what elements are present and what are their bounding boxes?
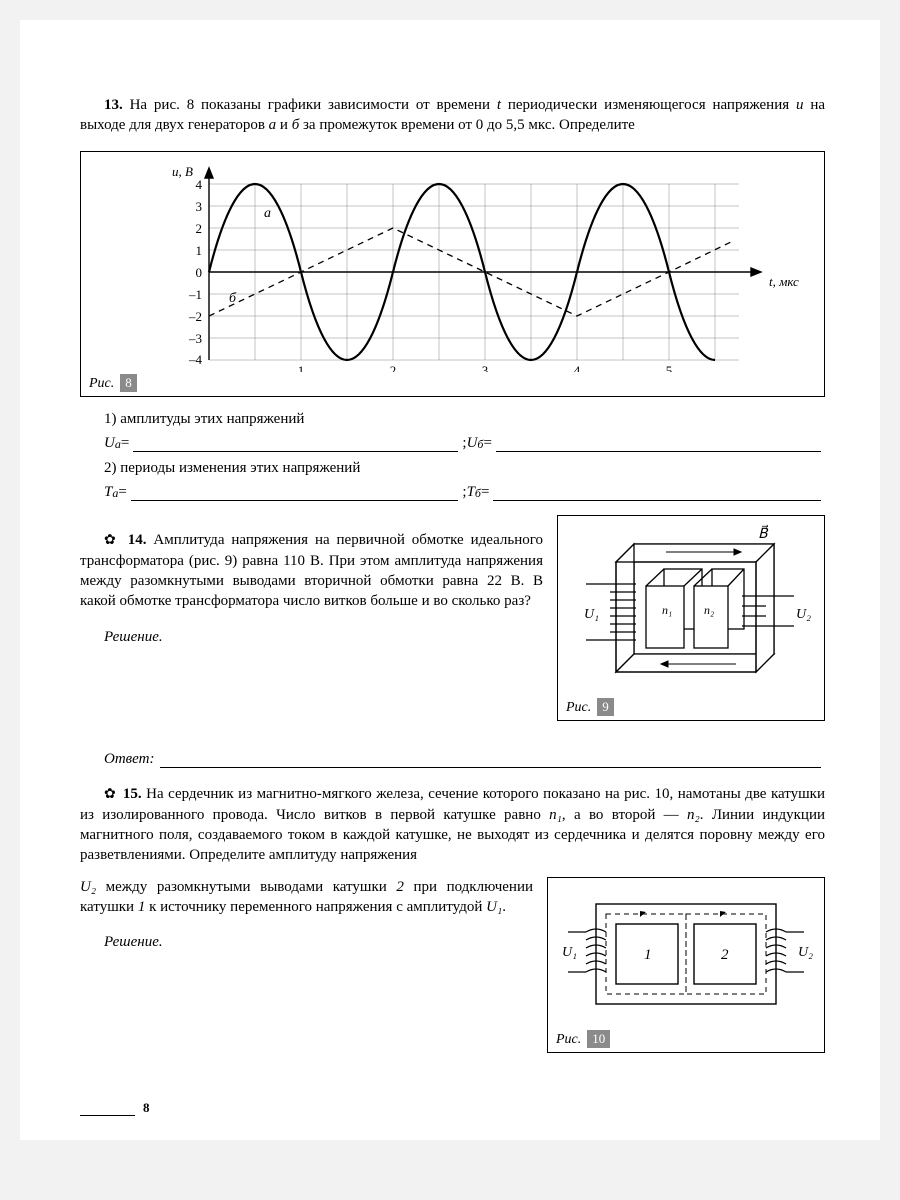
svg-text:U₁: U₁: [562, 945, 577, 960]
answer-blank[interactable]: [496, 438, 821, 452]
svg-text:B⃗: B⃗: [758, 524, 769, 542]
svg-text:2: 2: [196, 221, 203, 236]
answer-blank[interactable]: [493, 487, 821, 501]
svg-text:5: 5: [666, 363, 673, 372]
svg-text:n₂: n₂: [704, 603, 714, 617]
svg-text:u, В: u, В: [172, 164, 193, 179]
svg-text:–2: –2: [188, 309, 202, 324]
fig-number: 9: [597, 698, 614, 716]
star-icon: ✿: [104, 533, 119, 548]
svg-text:б: б: [229, 291, 237, 306]
svg-text:3: 3: [196, 199, 203, 214]
textbook-page: 13. На рис. 8 показаны графики зависимос…: [20, 20, 880, 1140]
solution-label: Решение.: [80, 932, 533, 952]
svg-text:t, мкс: t, мкс: [769, 274, 799, 289]
fig-number: 10: [587, 1030, 610, 1048]
problem-14-text: ✿ 14. Амплитуда напряжения на первичной …: [80, 530, 543, 612]
star-icon: ✿: [104, 787, 116, 802]
figure-8-chart: 4 3 2 1 0 –1 –2 –3 –4 1 2 3 4 5 u, В t, …: [89, 162, 809, 372]
svg-text:4: 4: [196, 177, 203, 192]
answer-blank[interactable]: [131, 487, 459, 501]
svg-text:2: 2: [721, 947, 729, 963]
svg-text:0: 0: [196, 265, 203, 280]
svg-text:–1: –1: [188, 287, 202, 302]
svg-text:–3: –3: [188, 331, 202, 346]
problem-15-text-cont: U₂ между разомкнутыми выводами катушки 2…: [80, 877, 533, 918]
problem-14: ✿ 14. Амплитуда напряжения на первичной …: [80, 515, 825, 721]
problem-15-lower: U₂ между разомкнутыми выводами катушки 2…: [80, 877, 825, 1053]
figure-10-diagram: 1 2 U₁ U₂: [556, 886, 816, 1026]
svg-text:2: 2: [390, 363, 397, 372]
fig-label: Рис.: [89, 376, 114, 391]
problem-number: 15.: [123, 786, 142, 802]
answer-blank[interactable]: [160, 754, 821, 768]
svg-text:U₂: U₂: [798, 945, 813, 960]
solution-label: Решение.: [80, 627, 543, 647]
svg-text:1: 1: [196, 243, 203, 258]
figure-10-box: 1 2 U₁ U₂ Рис. 10: [547, 877, 825, 1053]
svg-text:1: 1: [298, 363, 305, 372]
fig-number: 8: [120, 374, 137, 392]
figure-9-diagram: B⃗ U₁ U₂ n₁ n₂: [566, 524, 816, 694]
fig-label: Рис.: [556, 1032, 581, 1047]
problem-13-text: 13. На рис. 8 показаны графики зависимос…: [80, 95, 825, 136]
answer-blank[interactable]: [133, 438, 458, 452]
figure-9-box: B⃗ U₁ U₂ n₁ n₂ Рис. 9: [557, 515, 825, 721]
problem-15-text-top: ✿ 15. На сердечник из магнитно-мягкого ж…: [80, 784, 825, 866]
problem-number: 14.: [128, 532, 147, 548]
problem-number: 13.: [104, 97, 123, 113]
svg-text:U₂: U₂: [796, 607, 811, 622]
problem-13-answers: 1) амплитуды этих напряжений Ua = ; Uб =…: [80, 409, 825, 502]
svg-text:4: 4: [574, 363, 581, 372]
fig-label: Рис.: [566, 700, 591, 715]
figure-8-box: 4 3 2 1 0 –1 –2 –3 –4 1 2 3 4 5 u, В t, …: [80, 151, 825, 397]
page-number: 8: [80, 1100, 150, 1116]
problem-14-answer-line: Ответ:: [80, 751, 825, 768]
svg-text:n₁: n₁: [662, 603, 672, 617]
svg-text:3: 3: [482, 363, 489, 372]
svg-text:U₁: U₁: [584, 607, 599, 622]
svg-text:–4: –4: [188, 352, 203, 367]
svg-text:1: 1: [644, 947, 652, 963]
svg-text:a: a: [264, 206, 271, 221]
